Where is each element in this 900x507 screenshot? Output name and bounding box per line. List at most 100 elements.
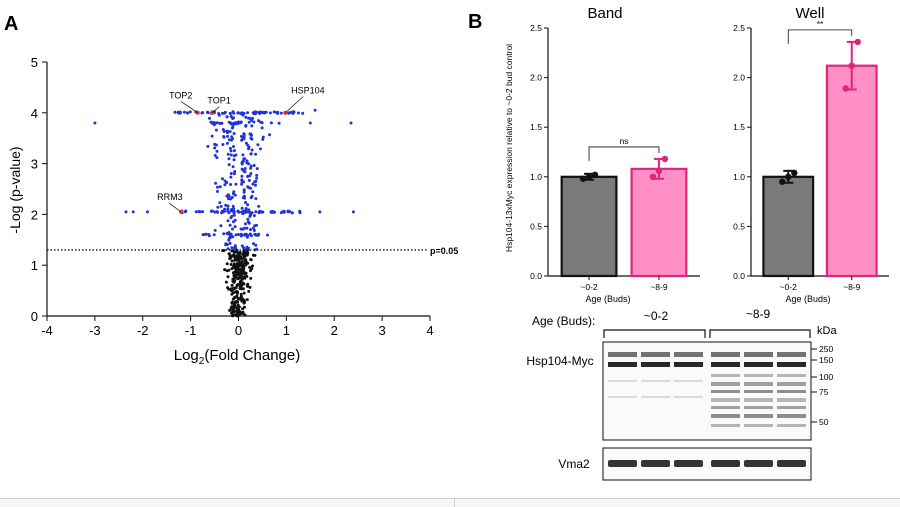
volcano-point — [227, 211, 231, 215]
volcano-point — [248, 285, 252, 289]
volcano-point — [235, 294, 239, 298]
volcano-point — [253, 253, 257, 257]
bar-y-axis-label: Hsp104-13xMyc expression relative to ~0-… — [504, 44, 514, 252]
volcano-point — [250, 211, 254, 215]
volcano-point — [245, 226, 249, 230]
gene-leader — [168, 202, 182, 213]
age-buds-label: Age (Buds): — [532, 314, 595, 328]
vma2-blot-frame — [602, 447, 812, 481]
hsp104-myc-label: Hsp104-Myc — [526, 354, 593, 368]
volcano-point — [219, 224, 223, 228]
y-tick-label: 1 — [31, 258, 38, 273]
vma2-band — [608, 460, 637, 467]
volcano-point — [214, 128, 218, 132]
volcano-point — [246, 203, 250, 207]
volcano-point — [231, 266, 235, 270]
volcano-point — [252, 214, 256, 218]
blot-band — [744, 382, 773, 386]
volcano-point — [216, 210, 219, 214]
volcano-point — [238, 313, 242, 317]
gene-leader — [211, 106, 220, 114]
volcano-point — [229, 183, 233, 186]
volcano-point — [262, 111, 266, 114]
significance-bracket — [787, 29, 853, 44]
volcano-point — [247, 186, 251, 190]
volcano-point — [261, 135, 265, 139]
volcano-point — [244, 222, 247, 226]
volcano-point — [223, 268, 227, 272]
volcano-point — [240, 206, 244, 210]
volcano-point — [227, 287, 231, 291]
volcano-point — [237, 263, 241, 267]
volcano-point — [207, 234, 211, 238]
x-tick-label: -4 — [41, 323, 53, 338]
vma2-lanes — [608, 460, 806, 467]
blot-band — [744, 414, 773, 418]
volcano-point — [241, 153, 245, 157]
volcano-point — [230, 246, 234, 250]
x-tick-label: -1 — [185, 323, 197, 338]
volcano-point — [243, 233, 247, 237]
replicate-point — [854, 38, 861, 46]
volcano-point — [254, 179, 258, 183]
volcano-point — [226, 275, 230, 279]
volcano-point — [240, 138, 244, 142]
volcano-point — [246, 220, 250, 224]
blot-band — [777, 424, 806, 427]
volcano-point — [229, 306, 233, 310]
y-tick-label: 5 — [31, 55, 38, 70]
volcano-point — [218, 201, 222, 205]
gene-label: TOP1 — [207, 96, 230, 106]
volcano-point — [249, 136, 253, 140]
volcano-point — [296, 111, 300, 115]
volcano-point — [236, 233, 240, 236]
volcano-point — [257, 119, 260, 123]
bar-x-tick-label: ~0-2 — [780, 282, 798, 292]
blot-band — [641, 380, 670, 382]
replicate-point — [791, 169, 798, 177]
volcano-point — [287, 111, 291, 115]
volcano-point — [247, 178, 251, 182]
kda-label: kDa — [817, 325, 837, 337]
volcano-point — [246, 111, 250, 115]
volcano-point — [254, 183, 257, 187]
volcano-point — [244, 124, 248, 128]
volcano-point — [240, 299, 244, 303]
volcano-point — [232, 286, 236, 290]
bar-x-tick-label: ~8-9 — [650, 282, 668, 292]
volcano-point — [261, 137, 265, 141]
volcano-point — [228, 309, 232, 312]
volcano-point — [232, 262, 236, 266]
volcano-point — [246, 217, 250, 221]
volcano-point — [351, 210, 355, 214]
volcano-point — [251, 182, 255, 186]
blot-band — [674, 380, 703, 382]
bar-y-tick-label: 2.0 — [530, 73, 542, 83]
significance-bracket — [588, 146, 660, 161]
volcano-point — [268, 133, 271, 137]
volcano-point — [240, 244, 244, 248]
volcano-point — [225, 262, 229, 266]
blot-band — [711, 390, 740, 393]
volcano-point — [254, 210, 258, 214]
volcano-point — [318, 210, 322, 214]
volcano-point — [231, 308, 235, 312]
volcano-point — [131, 210, 135, 214]
volcano-point — [237, 210, 241, 214]
volcano-point — [241, 252, 245, 256]
blot-band — [641, 396, 670, 398]
volcano-point — [188, 110, 192, 114]
bar-y-tick-label: 1.0 — [733, 172, 745, 182]
volcano-point — [246, 143, 250, 147]
volcano-point — [243, 276, 247, 280]
volcano-point — [231, 297, 235, 301]
bar-y-tick-label: 2.0 — [733, 73, 745, 83]
volcano-point — [217, 112, 221, 115]
volcano-point — [214, 181, 218, 185]
volcano-point — [275, 111, 279, 114]
volcano-point — [231, 117, 235, 120]
volcano-point — [229, 263, 233, 266]
volcano-point — [239, 287, 243, 291]
volcano-point — [224, 203, 228, 207]
